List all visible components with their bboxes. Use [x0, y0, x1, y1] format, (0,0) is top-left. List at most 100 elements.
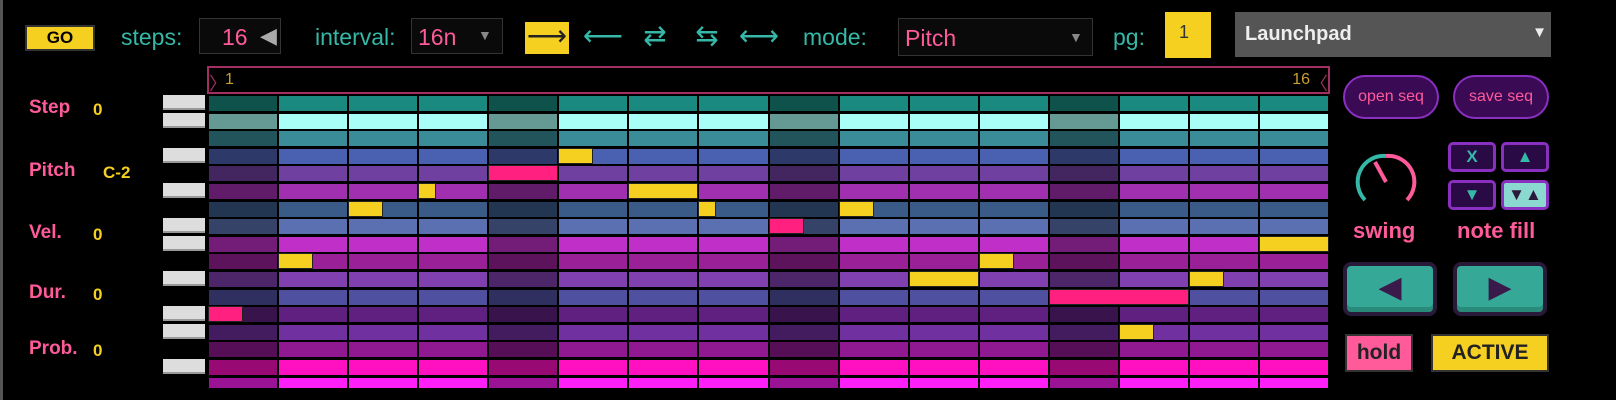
grid-cell[interactable]	[1189, 289, 1258, 305]
grid-cell[interactable]	[839, 184, 908, 199]
grid-cell[interactable]	[909, 184, 978, 199]
grid-cell[interactable]	[559, 131, 628, 147]
note[interactable]	[698, 200, 716, 217]
grid-cell[interactable]	[419, 236, 488, 252]
grid-cell[interactable]	[209, 184, 278, 199]
grid-cell[interactable]	[629, 219, 698, 235]
grid-cell[interactable]	[419, 377, 488, 388]
grid-cell[interactable]	[1049, 254, 1118, 270]
grid-cell[interactable]	[769, 377, 838, 388]
grid-cell[interactable]	[419, 113, 488, 129]
grid-cell[interactable]	[699, 184, 768, 199]
grid-cell[interactable]	[419, 148, 488, 164]
grid-cell[interactable]	[1119, 377, 1188, 388]
grid-cell[interactable]	[559, 324, 628, 340]
grid-cell[interactable]	[909, 289, 978, 305]
piano-key[interactable]	[163, 306, 205, 322]
grid-cell[interactable]	[419, 96, 488, 111]
grid-cell[interactable]	[349, 307, 418, 323]
grid-cell[interactable]	[489, 360, 558, 375]
grid-cell[interactable]	[489, 289, 558, 305]
grid-cell[interactable]	[489, 377, 558, 388]
grid-cell[interactable]	[1259, 219, 1328, 235]
grid-cell[interactable]	[1119, 113, 1188, 129]
grid-cell[interactable]	[1259, 289, 1328, 305]
grid-cell[interactable]	[559, 113, 628, 129]
grid-cell[interactable]	[349, 324, 418, 340]
grid-cell[interactable]	[909, 148, 978, 164]
grid-cell[interactable]	[1189, 96, 1258, 111]
grid-cell[interactable]	[279, 184, 348, 199]
grid-cell[interactable]	[629, 360, 698, 375]
grid-cell[interactable]	[769, 131, 838, 147]
grid-cell[interactable]	[909, 113, 978, 129]
grid-cell[interactable]	[1259, 96, 1328, 111]
piano-key[interactable]	[163, 323, 205, 339]
grid-cell[interactable]	[1189, 377, 1258, 388]
grid-cell[interactable]	[979, 113, 1048, 129]
note[interactable]	[418, 183, 436, 199]
note[interactable]	[768, 218, 804, 235]
grid-cell[interactable]	[489, 324, 558, 340]
grid-cell[interactable]	[699, 166, 768, 182]
grid-cell[interactable]	[349, 289, 418, 305]
grid-cell[interactable]	[419, 360, 488, 375]
grid-cell[interactable]	[209, 289, 278, 305]
grid-cell[interactable]	[1049, 201, 1118, 217]
save-seq-button[interactable]: save seq	[1453, 75, 1549, 119]
next-page-button[interactable]: ▶	[1453, 262, 1547, 316]
grid-cell[interactable]	[699, 360, 768, 375]
grid-cell[interactable]	[1049, 236, 1118, 252]
grid-cell[interactable]	[1049, 307, 1118, 323]
grid-cell[interactable]	[349, 342, 418, 358]
grid-cell[interactable]	[489, 236, 558, 252]
grid-cell[interactable]	[419, 289, 488, 305]
previous-page-button[interactable]: ◀	[1343, 262, 1437, 316]
grid-cell[interactable]	[1119, 131, 1188, 147]
grid-cell[interactable]	[1259, 307, 1328, 323]
grid-cell[interactable]	[1189, 131, 1258, 147]
grid-cell[interactable]	[279, 96, 348, 111]
grid-cell[interactable]	[1049, 131, 1118, 147]
grid-cell[interactable]	[769, 272, 838, 287]
grid-cell[interactable]	[349, 131, 418, 147]
grid-cell[interactable]	[979, 236, 1048, 252]
grid-cell[interactable]	[349, 254, 418, 270]
grid-cell[interactable]	[839, 272, 908, 287]
piano-key[interactable]	[163, 147, 205, 163]
grid-cell[interactable]	[1259, 272, 1328, 287]
grid-cell[interactable]	[1119, 307, 1188, 323]
go-button[interactable]: GO	[25, 25, 95, 51]
grid-cell[interactable]	[489, 254, 558, 270]
grid-cell[interactable]	[909, 307, 978, 323]
note-fill-clear-button[interactable]: X	[1448, 142, 1496, 172]
grid-cell[interactable]	[489, 272, 558, 287]
loop-end-marker-icon[interactable]: 〈	[1310, 74, 1328, 94]
grid-cell[interactable]	[769, 184, 838, 199]
grid-cell[interactable]	[629, 289, 698, 305]
grid-cell[interactable]	[769, 166, 838, 182]
grid-cell[interactable]	[1189, 113, 1258, 129]
grid-cell[interactable]	[1189, 324, 1258, 340]
grid-cell[interactable]	[349, 148, 418, 164]
grid-cell[interactable]	[629, 342, 698, 358]
grid-cell[interactable]	[1049, 324, 1118, 340]
grid-cell[interactable]	[629, 272, 698, 287]
grid-cell[interactable]	[209, 377, 278, 388]
piano-key[interactable]	[163, 183, 205, 198]
note-fill-up-button[interactable]: ▲	[1501, 142, 1549, 172]
grid-cell[interactable]	[1119, 236, 1188, 252]
grid-cell[interactable]	[839, 113, 908, 129]
grid-cell[interactable]	[839, 360, 908, 375]
grid-cell[interactable]	[909, 236, 978, 252]
grid-cell[interactable]	[1259, 342, 1328, 358]
grid-cell[interactable]	[1259, 201, 1328, 217]
grid-cell[interactable]	[839, 148, 908, 164]
grid-cell[interactable]	[769, 254, 838, 270]
grid-cell[interactable]	[629, 148, 698, 164]
grid-cell[interactable]	[839, 96, 908, 111]
note[interactable]	[1258, 235, 1329, 252]
grid-cell[interactable]	[629, 377, 698, 388]
grid-cell[interactable]	[559, 184, 628, 199]
device-dropdown[interactable]: Launchpad ▼	[1235, 12, 1551, 57]
